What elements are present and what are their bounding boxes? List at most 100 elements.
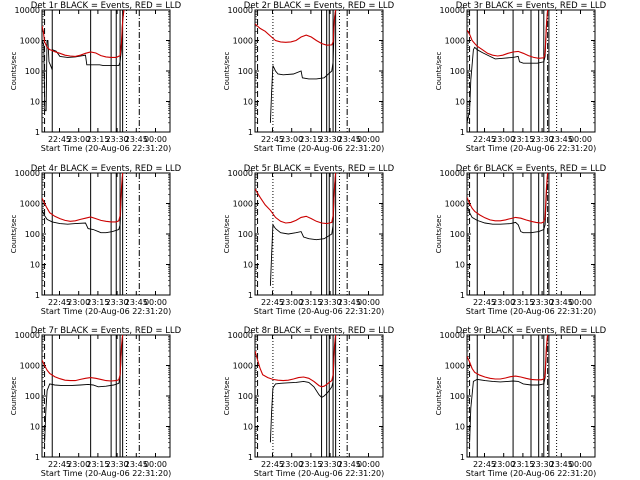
- x-tick-label: 23:30: [531, 135, 554, 144]
- y-axis-label: Counts/sec: [223, 52, 231, 91]
- y-tick-label: 1: [248, 453, 253, 462]
- events-series-line: [469, 335, 549, 443]
- x-tick-label: 23:45: [125, 460, 148, 469]
- x-axis-label: Start Time (20-Aug-06 22:31:20): [254, 469, 385, 478]
- y-tick-label: 100: [450, 67, 465, 76]
- x-tick-label: 22:45: [473, 460, 496, 469]
- lld-series-line: [42, 335, 124, 382]
- x-tick-label: 23:15: [511, 135, 534, 144]
- y-tick-label: 100: [450, 230, 465, 239]
- x-axis-label: Start Time (20-Aug-06 22:31:20): [466, 144, 597, 153]
- x-tick-label: 22:45: [261, 460, 284, 469]
- x-tick-label: 00:00: [357, 135, 380, 144]
- y-tick-label: 10000: [15, 169, 40, 178]
- detector-panel-1: Det 1r BLACK = Events, RED = LLD 1 10 100 10…: [10, 1, 182, 153]
- x-tick-label: 22:45: [48, 460, 71, 469]
- lld-series-line: [467, 335, 549, 381]
- y-axis-label: Counts/sec: [435, 215, 443, 254]
- x-tick-label: 23:45: [125, 298, 148, 307]
- x-tick-label: 22:45: [261, 298, 284, 307]
- y-tick-label: 100: [238, 230, 253, 239]
- plot-frame: [254, 9, 384, 133]
- y-tick-label: 10000: [440, 6, 465, 15]
- x-tick-label: 00:00: [569, 135, 592, 144]
- x-tick-label: 00:00: [144, 135, 167, 144]
- y-tick-label: 1000: [20, 362, 40, 371]
- plot-frame: [41, 9, 171, 133]
- y-tick-label: 1: [460, 291, 465, 300]
- y-tick-label: 100: [25, 67, 40, 76]
- plot-frame: [254, 172, 384, 296]
- x-tick-label: 22:45: [473, 298, 496, 307]
- x-tick-label: 23:15: [299, 298, 322, 307]
- detector-panel-3: Det 3r BLACK = Events, RED = LLD 1 10 100 10…: [435, 1, 607, 153]
- y-tick-label: 100: [450, 392, 465, 401]
- y-tick-label: 10: [243, 423, 253, 432]
- x-tick-label: 23:30: [106, 135, 129, 144]
- y-tick-label: 10: [243, 261, 253, 270]
- y-axis-label: Counts/sec: [10, 52, 18, 91]
- y-tick-label: 1000: [445, 200, 465, 209]
- x-tick-label: 23:45: [338, 298, 361, 307]
- x-tick-label: 00:00: [569, 298, 592, 307]
- detector-panel-4: Det 4r BLACK = Events, RED = LLD 1 10 100 10…: [10, 164, 182, 316]
- y-tick-label: 10000: [440, 169, 465, 178]
- y-tick-label: 1: [35, 128, 40, 137]
- x-tick-label: 22:45: [473, 135, 496, 144]
- x-axis-label: Start Time (20-Aug-06 22:31:20): [254, 307, 385, 316]
- detector-panel-9: Det 9r BLACK = Events, RED = LLD 1 10 100 10…: [435, 326, 607, 478]
- x-tick-label: 23:00: [492, 298, 515, 307]
- x-tick-label: 23:45: [550, 298, 573, 307]
- x-tick-label: 23:15: [86, 135, 109, 144]
- events-series-line: [467, 173, 549, 234]
- y-tick-label: 1: [35, 291, 40, 300]
- panel-title: Det 9r BLACK = Events, RED = LLD: [456, 326, 607, 336]
- detector-panel-2: Det 2r BLACK = Events, RED = LLD 1 10 100 10…: [223, 1, 395, 153]
- panel-title: Det 6r BLACK = Events, RED = LLD: [456, 164, 607, 174]
- panel-title: Det 3r BLACK = Events, RED = LLD: [456, 1, 607, 11]
- x-tick-label: 00:00: [357, 298, 380, 307]
- x-tick-label: 23:30: [531, 298, 554, 307]
- y-tick-label: 10: [455, 423, 465, 432]
- detector-panel-5: Det 5r BLACK = Events, RED = LLD 1 10 100 10…: [223, 164, 395, 316]
- y-tick-label: 10000: [228, 6, 253, 15]
- detector-panel-7: Det 7r BLACK = Events, RED = LLD 1 10 100 10…: [10, 326, 182, 478]
- y-axis-label: Counts/sec: [10, 377, 18, 416]
- x-tick-label: 23:00: [67, 135, 90, 144]
- events-series-line: [44, 335, 124, 443]
- x-tick-label: 23:30: [531, 460, 554, 469]
- panel-title: Det 2r BLACK = Events, RED = LLD: [244, 1, 395, 11]
- x-tick-label: 23:30: [106, 298, 129, 307]
- x-tick-label: 23:15: [511, 460, 534, 469]
- y-tick-label: 1000: [20, 37, 40, 46]
- y-tick-label: 100: [25, 230, 40, 239]
- x-tick-label: 22:45: [48, 135, 71, 144]
- panel-title: Det 7r BLACK = Events, RED = LLD: [31, 326, 182, 336]
- x-tick-label: 23:00: [492, 135, 515, 144]
- y-tick-label: 10: [30, 261, 40, 270]
- y-tick-label: 1000: [233, 200, 253, 209]
- x-tick-label: 23:30: [319, 460, 342, 469]
- x-tick-label: 23:00: [67, 460, 90, 469]
- x-tick-label: 23:00: [280, 460, 303, 469]
- lld-series-line: [255, 335, 337, 388]
- y-tick-label: 10: [30, 98, 40, 107]
- x-tick-label: 23:15: [86, 298, 109, 307]
- x-tick-label: 23:45: [338, 460, 361, 469]
- x-axis-label: Start Time (20-Aug-06 22:31:20): [41, 469, 172, 478]
- lld-series-line: [467, 173, 549, 224]
- y-tick-label: 1000: [20, 200, 40, 209]
- detector-panel-8: Det 8r BLACK = Events, RED = LLD 1 10 100 10…: [223, 326, 395, 478]
- events-series-line: [467, 10, 549, 123]
- x-axis-label: Start Time (20-Aug-06 22:31:20): [466, 307, 597, 316]
- y-tick-label: 1000: [233, 362, 253, 371]
- detector-panel-6: Det 6r BLACK = Events, RED = LLD 1 10 100 10…: [435, 164, 607, 316]
- x-axis-label: Start Time (20-Aug-06 22:31:20): [41, 307, 172, 316]
- x-tick-label: 23:45: [550, 460, 573, 469]
- events-series-line: [269, 335, 337, 443]
- events-series-line: [269, 173, 337, 286]
- y-tick-label: 1: [460, 453, 465, 462]
- x-tick-label: 23:30: [319, 298, 342, 307]
- y-tick-label: 100: [238, 392, 253, 401]
